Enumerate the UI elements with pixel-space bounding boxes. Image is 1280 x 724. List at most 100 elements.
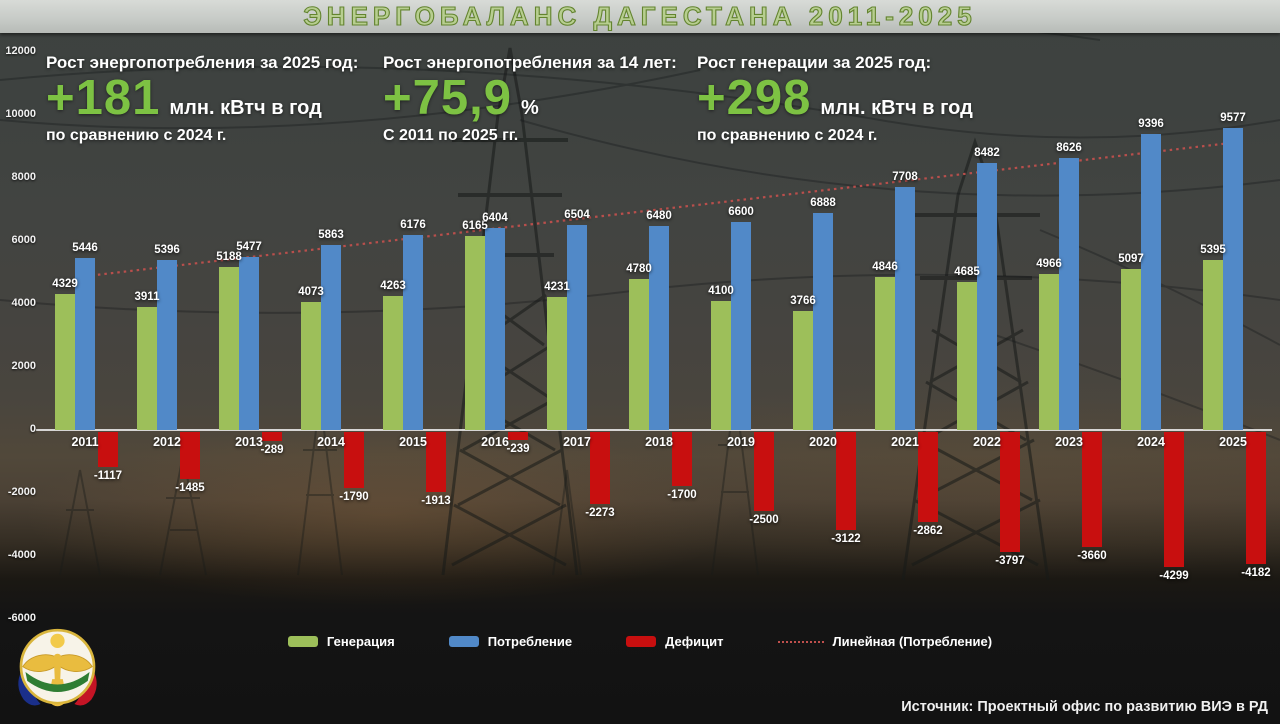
bar-generation-2012 bbox=[137, 306, 157, 430]
bar-generation-2025 bbox=[1203, 260, 1223, 430]
y-axis-tick-label: 4000 bbox=[11, 297, 36, 309]
bar-value-consumption-2025: 9577 bbox=[1220, 112, 1246, 125]
x-axis-year-label: 2012 bbox=[153, 435, 181, 449]
x-axis-year-label: 2021 bbox=[891, 435, 919, 449]
bar-value-generation-2015: 4263 bbox=[380, 279, 406, 292]
bar-deficit-2024 bbox=[1164, 432, 1184, 568]
bar-generation-2020 bbox=[793, 311, 813, 430]
bar-value-deficit-2012: -1485 bbox=[175, 481, 205, 494]
stat-block-consumption-growth-14y: Рост энергопотребления за 14 лет: +75,9 … bbox=[383, 53, 677, 145]
bar-value-deficit-2019: -2500 bbox=[749, 513, 779, 526]
bar-value-consumption-2015: 6176 bbox=[400, 219, 426, 232]
bar-value-deficit-2018: -1700 bbox=[667, 488, 697, 501]
x-axis-year-label: 2019 bbox=[727, 435, 755, 449]
bar-value-deficit-2020: -3122 bbox=[831, 533, 861, 546]
bar-value-consumption-2023: 8626 bbox=[1056, 142, 1082, 155]
bar-value-deficit-2021: -2862 bbox=[913, 525, 943, 538]
bar-value-generation-2021: 4846 bbox=[872, 261, 898, 274]
bar-deficit-2013 bbox=[262, 432, 282, 442]
legend-label-consumption: Потребление bbox=[487, 634, 573, 649]
stat-note: по сравнению с 2024 г. bbox=[697, 126, 878, 144]
bar-consumption-2013 bbox=[239, 257, 259, 430]
x-axis-year-label: 2020 bbox=[809, 435, 837, 449]
bar-generation-2018 bbox=[629, 279, 649, 430]
bar-consumption-2025 bbox=[1223, 128, 1243, 430]
bar-consumption-2020 bbox=[813, 213, 833, 430]
bar-value-generation-2020: 3766 bbox=[790, 295, 816, 308]
bar-value-generation-2012: 3911 bbox=[134, 290, 160, 303]
bar-value-consumption-2017: 6504 bbox=[564, 209, 590, 222]
bar-deficit-2020 bbox=[836, 432, 856, 531]
bar-generation-2021 bbox=[875, 277, 895, 430]
bar-generation-2016 bbox=[465, 235, 485, 430]
page-title: ЭНЕРГОБАЛАНС ДАГЕСТАНА 2011-2025 bbox=[303, 0, 977, 31]
bar-value-generation-2013: 5188 bbox=[216, 250, 242, 263]
bar-deficit-2015 bbox=[426, 432, 446, 493]
legend-item-consumption: Потребление bbox=[448, 634, 573, 649]
bar-deficit-2014 bbox=[344, 432, 364, 489]
bar-value-deficit-2014: -1790 bbox=[339, 491, 369, 504]
bar-generation-2017 bbox=[547, 296, 567, 430]
legend-swatch-deficit bbox=[626, 636, 657, 647]
bar-deficit-2016 bbox=[508, 432, 528, 440]
bar-generation-2013 bbox=[219, 266, 239, 430]
bar-value-deficit-2023: -3660 bbox=[1077, 550, 1107, 563]
bar-consumption-2017 bbox=[567, 225, 587, 430]
bar-value-consumption-2019: 6600 bbox=[728, 206, 754, 219]
stat-note: по сравнению с 2024 г. bbox=[46, 126, 227, 144]
x-axis-year-label: 2015 bbox=[399, 435, 427, 449]
legend-swatch-generation bbox=[287, 636, 318, 647]
bar-consumption-2012 bbox=[157, 260, 177, 430]
x-axis-zero-line bbox=[36, 429, 1272, 431]
bar-value-generation-2023: 4966 bbox=[1036, 257, 1062, 270]
bar-value-generation-2017: 4231 bbox=[544, 280, 570, 293]
x-axis-year-label: 2018 bbox=[645, 435, 673, 449]
stat-heading: Рост энергопотребления за 14 лет: bbox=[383, 53, 677, 72]
bar-value-consumption-2020: 6888 bbox=[810, 197, 836, 210]
bar-value-consumption-2014: 5863 bbox=[318, 229, 344, 242]
y-axis-tick-label: 10000 bbox=[5, 108, 36, 120]
legend-item-deficit: Дефицит bbox=[626, 634, 724, 649]
bar-value-deficit-2013: -289 bbox=[260, 444, 284, 457]
bar-consumption-2024 bbox=[1141, 134, 1161, 430]
bar-deficit-2023 bbox=[1082, 432, 1102, 548]
bar-value-consumption-2021: 7708 bbox=[892, 171, 918, 184]
bar-deficit-2019 bbox=[754, 432, 774, 511]
x-axis-year-label: 2025 bbox=[1219, 435, 1247, 449]
bar-value-generation-2018: 4780 bbox=[626, 263, 652, 276]
x-axis-year-label: 2023 bbox=[1055, 435, 1083, 449]
dagestan-coat-of-arms bbox=[18, 628, 97, 707]
chart-legend: Генерация Потребление Дефицит Линейная (… bbox=[0, 634, 1280, 649]
stat-value: +298 bbox=[697, 71, 812, 125]
bar-value-generation-2024: 5097 bbox=[1118, 253, 1144, 266]
stat-unit: млн. кВтч в год bbox=[169, 97, 322, 119]
bar-consumption-2022 bbox=[977, 162, 997, 430]
x-axis-year-label: 2024 bbox=[1137, 435, 1165, 449]
stat-heading: Рост генерации за 2025 год: bbox=[697, 53, 932, 72]
bar-deficit-2017 bbox=[590, 432, 610, 504]
bar-generation-2011 bbox=[55, 293, 75, 430]
bar-value-consumption-2013: 5477 bbox=[236, 241, 262, 254]
bar-value-deficit-2016: -239 bbox=[506, 442, 530, 455]
y-axis-tick-label: -4000 bbox=[7, 549, 36, 561]
x-axis-year-label: 2017 bbox=[563, 435, 591, 449]
y-axis-tick-label: 6000 bbox=[11, 234, 36, 246]
bar-value-consumption-2012: 5396 bbox=[154, 244, 180, 257]
stat-value: +181 bbox=[46, 71, 161, 125]
source-text: Источник: Проектный офис по развитию ВИЭ… bbox=[901, 699, 1268, 715]
bar-value-consumption-2016: 6404 bbox=[482, 212, 508, 225]
title-bar: ЭНЕРГОБАЛАНС ДАГЕСТАНА 2011-2025 bbox=[0, 0, 1280, 33]
legend-label-generation: Генерация bbox=[326, 634, 395, 649]
bar-deficit-2025 bbox=[1246, 432, 1266, 564]
bar-deficit-2018 bbox=[672, 432, 692, 486]
stat-unit: млн. кВтч в год bbox=[820, 97, 973, 119]
y-axis-tick-label: 12000 bbox=[5, 45, 36, 57]
bar-consumption-2018 bbox=[649, 225, 669, 430]
legend-label-deficit: Дефицит bbox=[665, 634, 724, 649]
stat-unit: % bbox=[520, 97, 539, 119]
bar-generation-2014 bbox=[301, 301, 321, 430]
bar-value-deficit-2022: -3797 bbox=[995, 554, 1025, 567]
y-axis-tick-label: 8000 bbox=[11, 171, 36, 183]
legend-item-generation: Генерация bbox=[287, 634, 395, 649]
bar-consumption-2019 bbox=[731, 222, 751, 430]
